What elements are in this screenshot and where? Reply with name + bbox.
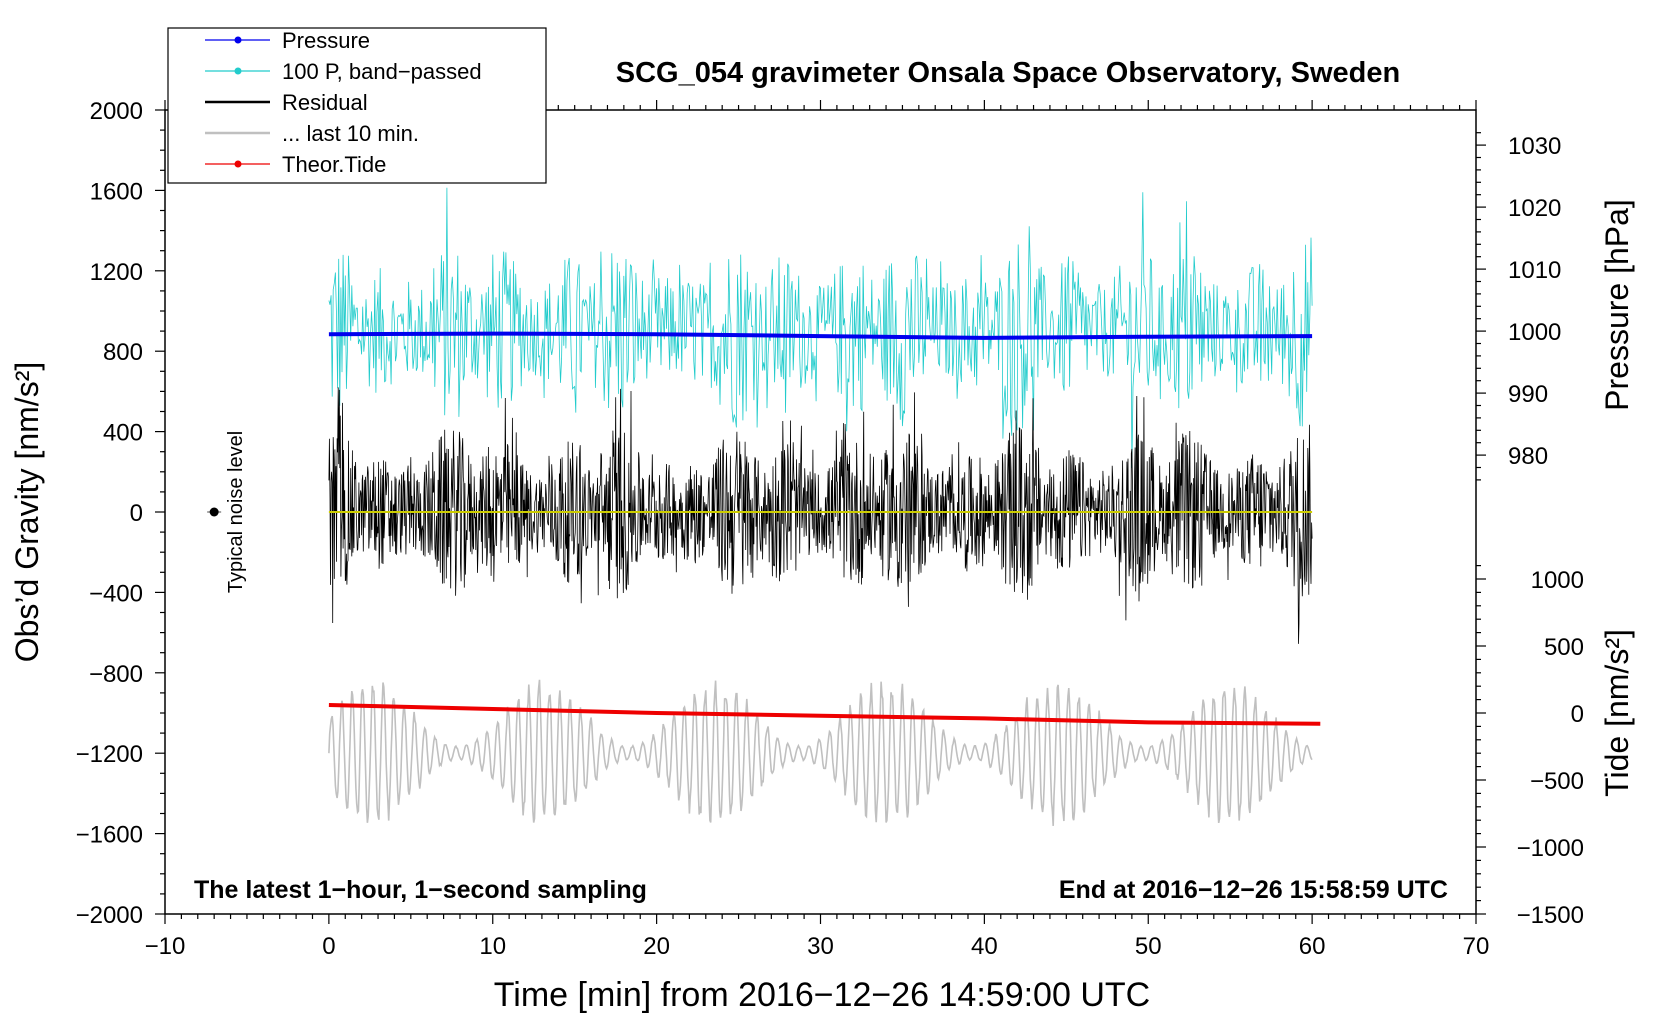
tide-axis-ticks: 1000 500 0 −500 −1000 −1500 [1476, 564, 1584, 929]
y-tick-label: 1600 [90, 178, 143, 205]
y-axis-ticks: 2000 1600 1200 800 400 0 −400 −800 −1200 −1600 −20… [76, 98, 165, 929]
legend-label-residual: Residual [282, 90, 368, 115]
pressure-tick-label: 980 [1508, 443, 1548, 470]
tide-tick-label: −1500 [1517, 902, 1584, 929]
y-tick-label: −1600 [76, 822, 143, 849]
tide-tick-label: 0 [1571, 701, 1584, 728]
series-last-10-min [328, 679, 1313, 826]
tide-tick-label: 500 [1544, 634, 1584, 661]
noise-level-label: Typical noise level [225, 431, 247, 593]
legend-marker-band-passed [234, 67, 242, 75]
pressure-tick-label: 990 [1508, 381, 1548, 408]
noise-level-marker [207, 507, 222, 517]
y-tick-label: 0 [130, 500, 143, 527]
pressure-tick-label: 1030 [1508, 133, 1561, 160]
pressure-tick-label: 1000 [1508, 319, 1561, 346]
legend-label-pressure: Pressure [282, 28, 370, 53]
y-tick-label: −800 [89, 661, 143, 688]
legend-label-theor-tide: Theor.Tide [282, 152, 386, 177]
legend-entry-band-passed: 100 P, band−passed [205, 59, 482, 84]
x-tick-label: 40 [971, 933, 998, 960]
pressure-tick-label: 1020 [1508, 195, 1561, 222]
legend-marker-pressure [234, 36, 242, 44]
legend-entry-last-10-min: ... last 10 min. [205, 121, 419, 146]
chart-title: SCG_054 gravimeter Onsala Space Observat… [616, 57, 1400, 89]
legend-entry-theor-tide: Theor.Tide [205, 152, 386, 177]
y-axis-label: Obs’d Gravity [nm/s²] [9, 362, 45, 663]
data-layer [328, 187, 1321, 826]
series-theor-tide [328, 703, 1321, 726]
legend-box [167, 27, 547, 184]
x-tick-label: 10 [479, 933, 506, 960]
x-tick-label: −10 [145, 933, 186, 960]
legend: Pressure 100 P, band−passed Residual ...… [167, 27, 547, 184]
y-tick-label: 800 [103, 339, 143, 366]
x-tick-label: 30 [807, 933, 834, 960]
legend-marker-theor-tide [234, 160, 242, 168]
x-tick-label: 0 [322, 933, 335, 960]
tide-axis-label: Tide [nm/s²] [1599, 629, 1635, 797]
annotation-end-time: End at 2016−12−26 15:58:59 UTC [1059, 876, 1448, 904]
x-tick-label: 20 [643, 933, 670, 960]
x-tick-label: 70 [1463, 933, 1490, 960]
y-tick-label: −400 [89, 580, 143, 607]
tide-tick-label: −1000 [1517, 835, 1584, 862]
x-tick-label: 60 [1299, 933, 1326, 960]
tide-tick-label: 1000 [1531, 567, 1584, 594]
legend-entry-pressure: Pressure [205, 28, 370, 53]
legend-entry-residual: Residual [205, 90, 368, 115]
series-pressure [328, 331, 1313, 340]
annotation-sampling: The latest 1−hour, 1−second sampling [194, 876, 647, 904]
series-residual [328, 387, 1313, 644]
noise-point [209, 507, 219, 517]
series-band-passed-pressure [328, 187, 1313, 469]
y-tick-label: 400 [103, 420, 143, 447]
pressure-axis-label: Pressure [hPa] [1599, 199, 1635, 411]
y-tick-label: 1200 [90, 259, 143, 286]
pressure-axis-ticks: 1030 1020 1010 1000 990 980 [1476, 132, 1561, 481]
y-tick-label: −2000 [76, 902, 143, 929]
legend-label-band-passed: 100 P, band−passed [282, 59, 482, 84]
x-tick-label: 50 [1135, 933, 1162, 960]
y-tick-label: 2000 [90, 98, 143, 125]
x-axis-ticks: −10 0 10 20 30 40 50 60 70 [145, 100, 1490, 960]
y-tick-label: −1200 [76, 741, 143, 768]
legend-label-last-10-min: ... last 10 min. [282, 121, 419, 146]
x-axis-label: Time [min] from 2016−12−26 14:59:00 UTC [494, 976, 1150, 1014]
pressure-tick-label: 1010 [1508, 257, 1561, 284]
tide-tick-label: −500 [1530, 768, 1584, 795]
